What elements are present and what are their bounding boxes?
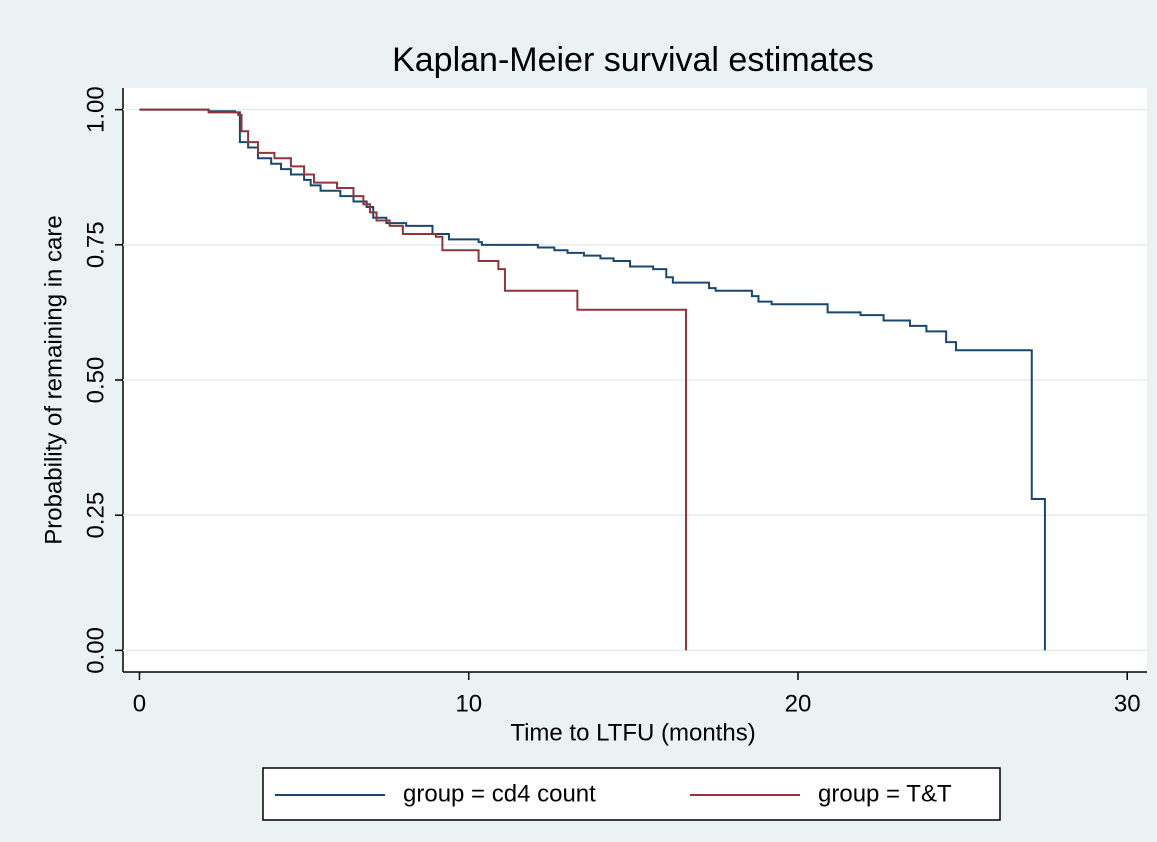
legend (262, 767, 1001, 821)
y-tick-label: 0.50 (82, 357, 109, 404)
y-tick-label: 0.25 (82, 492, 109, 539)
survival-curve (139, 108, 688, 651)
survival-curve (139, 108, 1046, 651)
y-axis-label: Probability of remaining in care (40, 215, 67, 545)
y-tick-label: 1.00 (82, 86, 109, 133)
legend-label: group = T&T (818, 780, 952, 807)
y-tick-label: 0.00 (82, 627, 109, 674)
legend-label: group = cd4 count (403, 780, 596, 807)
x-axis-label: Time to LTFU (months) (510, 719, 755, 746)
x-tick-label: 0 (133, 690, 146, 717)
chart-title: Kaplan-Meier survival estimates (392, 41, 874, 79)
x-tick-label: 30 (1114, 690, 1141, 717)
y-tick-label: 0.75 (82, 221, 109, 268)
x-tick-label: 20 (785, 690, 812, 717)
x-tick-label: 10 (455, 690, 482, 717)
